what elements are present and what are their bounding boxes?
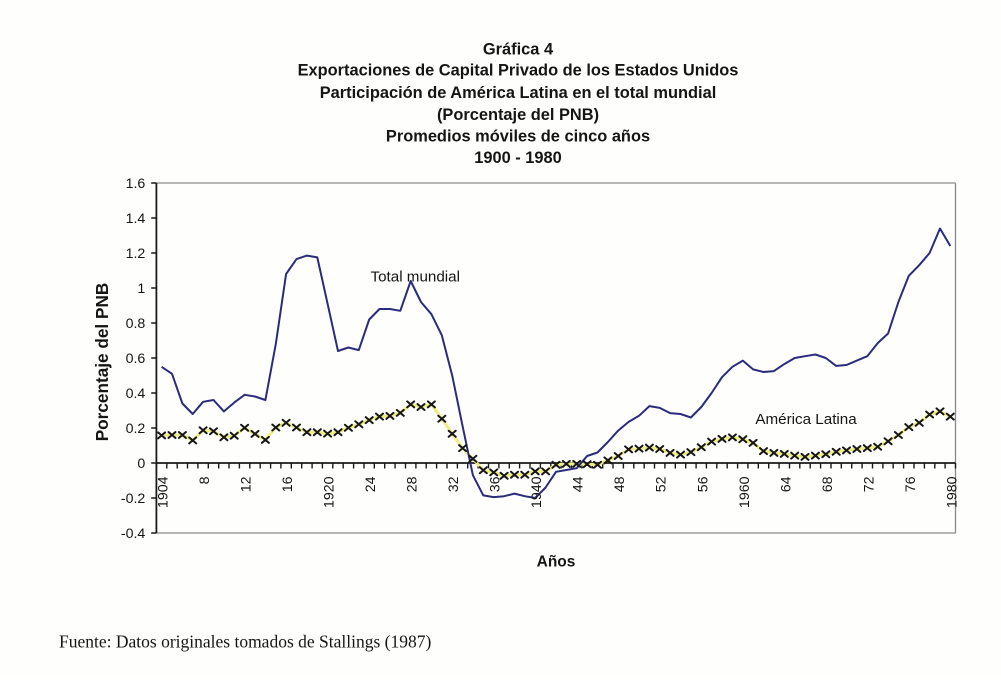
svg-text:1960: 1960 (737, 476, 753, 508)
svg-text:(Porcentaje del PNB): (Porcentaje del PNB) (437, 106, 599, 124)
svg-text:1: 1 (137, 281, 145, 297)
svg-text:12: 12 (239, 476, 255, 492)
svg-text:Gráfica 4: Gráfica 4 (483, 40, 554, 58)
svg-text:0: 0 (137, 456, 145, 472)
svg-text:32: 32 (446, 476, 462, 492)
svg-text:24: 24 (363, 476, 379, 492)
svg-text:1.6: 1.6 (126, 176, 146, 192)
svg-text:Total mundial: Total mundial (371, 269, 461, 286)
svg-text:0.2: 0.2 (126, 421, 146, 437)
svg-text:52: 52 (654, 476, 670, 492)
svg-text:1900 - 1980: 1900 - 1980 (474, 149, 562, 167)
svg-text:48: 48 (612, 476, 628, 492)
svg-text:1.2: 1.2 (126, 246, 146, 262)
svg-text:76: 76 (903, 476, 919, 492)
svg-text:56: 56 (695, 476, 711, 492)
svg-text:16: 16 (280, 476, 296, 492)
svg-text:1920: 1920 (322, 476, 338, 508)
svg-text:1.4: 1.4 (126, 211, 146, 227)
svg-text:-0.2: -0.2 (121, 491, 146, 507)
svg-text:0.4: 0.4 (126, 386, 146, 402)
svg-text:44: 44 (571, 476, 587, 492)
svg-text:64: 64 (778, 476, 794, 492)
svg-text:0.8: 0.8 (126, 316, 146, 332)
svg-text:Años: Años (537, 554, 576, 571)
svg-text:-0.4: -0.4 (121, 526, 146, 542)
svg-text:Fuente: Datos originales tomad: Fuente: Datos originales tomados de Stal… (59, 631, 431, 651)
svg-text:68: 68 (820, 476, 836, 492)
svg-text:8: 8 (197, 476, 213, 484)
svg-text:28: 28 (405, 476, 421, 492)
svg-text:1940: 1940 (529, 476, 545, 508)
svg-text:Exportaciones de Capital Priva: Exportaciones de Capital Privado de los … (298, 61, 739, 79)
svg-text:1980: 1980 (944, 476, 960, 508)
svg-text:Porcentaje del PNB: Porcentaje del PNB (92, 283, 112, 442)
svg-text:0.6: 0.6 (126, 351, 146, 367)
svg-text:36: 36 (488, 476, 504, 492)
svg-text:72: 72 (861, 476, 877, 492)
svg-text:Participación de América Latin: Participación de América Latina en el to… (320, 84, 717, 102)
svg-text:América Latina: América Latina (755, 411, 857, 428)
svg-text:1904: 1904 (156, 476, 172, 508)
svg-text:Promedios móviles de cinco año: Promedios móviles de cinco años (386, 128, 650, 146)
